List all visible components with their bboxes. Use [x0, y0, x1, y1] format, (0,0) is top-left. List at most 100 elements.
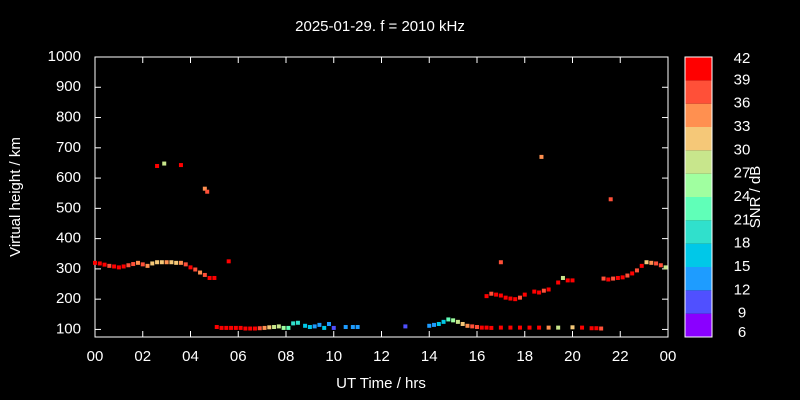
colorbar-tick-label: 15 [734, 258, 751, 275]
scatter-point [164, 260, 169, 265]
scatter-point [503, 295, 508, 300]
colorbar-band [685, 173, 712, 197]
scatter-point [508, 296, 513, 301]
colorbar-band [685, 220, 712, 244]
scatter-point [508, 325, 513, 330]
x-tick-label: 10 [325, 348, 342, 365]
scatter-point [155, 163, 160, 168]
scatter-point [494, 292, 499, 297]
plot-frame [94, 56, 669, 338]
scatter-point [322, 325, 327, 330]
scatter-point [281, 325, 286, 330]
scatter-point [202, 186, 207, 191]
scatter-point [489, 291, 494, 296]
scatter-point [517, 295, 522, 300]
scatter-point [556, 280, 561, 285]
scatter-point [537, 290, 542, 295]
scatter-point [432, 322, 437, 327]
x-tick-label: 22 [612, 348, 629, 365]
scatter-point [291, 321, 296, 326]
scatter-point [243, 326, 248, 331]
x-tick-label: 14 [421, 348, 438, 365]
scatter-point [169, 260, 174, 265]
scatter-point [599, 326, 604, 331]
scatter-point [112, 264, 117, 269]
x-tick-label: 16 [469, 348, 486, 365]
scatter-point [498, 260, 503, 265]
scatter-point [303, 323, 308, 328]
scatter-point [546, 287, 551, 292]
scatter-point [465, 323, 470, 328]
scatter-point [451, 318, 456, 323]
x-tick-label: 18 [516, 348, 533, 365]
scatter-point [248, 326, 253, 331]
scatter-point [513, 297, 518, 302]
x-tick-label: 08 [278, 348, 295, 365]
chart-title: 2025-01-29. f = 2010 kHz [295, 18, 465, 35]
scatter-point [267, 325, 272, 330]
scatter-point [214, 325, 219, 330]
scatter-point [350, 325, 355, 330]
scatter-point [312, 324, 317, 329]
x-tick-label: 20 [564, 348, 581, 365]
scatter-point [202, 272, 207, 277]
scatter-point [183, 262, 188, 267]
colorbar-band [685, 197, 712, 221]
scatter-point [601, 276, 606, 281]
colorbar-band [685, 290, 712, 314]
scatter-point [556, 325, 561, 330]
scatter-point [484, 294, 489, 299]
scatter-point [331, 325, 336, 330]
x-tick-label: 06 [230, 348, 247, 365]
scatter-point [560, 275, 565, 280]
scatter-point [174, 260, 179, 265]
colorbar-tick-label: 42 [734, 50, 751, 67]
scatter-point [580, 325, 585, 330]
y-tick-label: 100 [56, 320, 81, 337]
x-tick-label: 00 [660, 348, 677, 365]
scatter-point [446, 317, 451, 322]
scatter-point [630, 271, 635, 276]
scatter-point [229, 325, 234, 330]
scatter-point [145, 263, 150, 268]
scatter-point [546, 325, 551, 330]
scatter-point [658, 263, 663, 268]
colorbar-tick-label: 6 [738, 324, 746, 341]
colorbar-band [685, 57, 712, 81]
scatter-point [257, 326, 262, 331]
scatter-point [212, 275, 217, 280]
scatter-point [644, 260, 649, 265]
scatter-point [97, 261, 102, 266]
colorbar-tick-label: 12 [734, 281, 751, 298]
scatter-point [475, 325, 479, 330]
colorbar-tick-label: 9 [738, 305, 746, 322]
scatter-point [343, 325, 348, 330]
y-tick-label: 600 [56, 169, 81, 186]
colorbar-tick-label: 36 [734, 95, 751, 112]
scatter-point [634, 268, 639, 273]
colorbar-tick-label: 21 [734, 211, 751, 228]
x-tick-label: 12 [373, 348, 390, 365]
scatter-point [121, 264, 126, 269]
colorbar-tick-label: 18 [734, 235, 751, 252]
y-tick-label: 200 [56, 290, 81, 307]
colorbar-frame [684, 56, 713, 338]
scatter-point [276, 324, 281, 329]
scatter-point [522, 292, 527, 297]
scatter-point [107, 263, 112, 268]
scatter-point [470, 324, 475, 329]
scatter-point [188, 265, 193, 270]
scatter-point [611, 276, 616, 281]
y-tick-label: 700 [56, 139, 81, 156]
scatter-point [532, 289, 537, 294]
scatter-point [620, 275, 625, 280]
y-tick-label: 800 [56, 109, 81, 126]
colorbar-band [685, 103, 712, 127]
x-axis-label: UT Time / hrs [336, 375, 426, 392]
scatter-point [226, 259, 231, 264]
colorbar-label: SNR / dB [747, 166, 764, 229]
y-tick-label: 1000 [48, 48, 81, 65]
scatter-point [162, 161, 167, 166]
